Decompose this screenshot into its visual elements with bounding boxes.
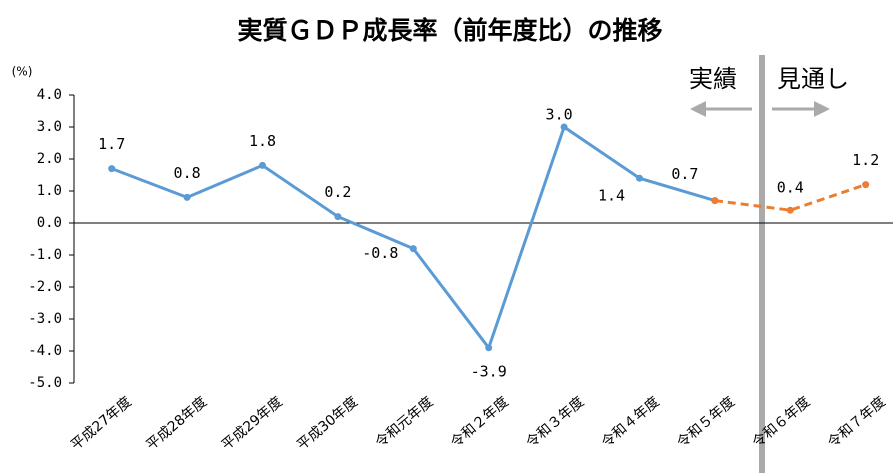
x-tick-label: 平成30年度 — [294, 394, 361, 454]
x-tick-label: 平成28年度 — [143, 394, 210, 454]
y-tick-label: -2.0 — [28, 279, 62, 295]
y-tick-label: 4.0 — [37, 87, 62, 103]
chart-title: 実質ＧＤＰ成長率（前年度比）の推移 — [237, 16, 662, 45]
y-tick-label: -4.0 — [28, 343, 62, 359]
point — [108, 165, 116, 173]
data-label: 1.4 — [598, 187, 625, 205]
y-tick-label: -1.0 — [28, 247, 62, 263]
point — [786, 206, 794, 214]
annotation: 見通し — [777, 65, 849, 93]
data-label: 3.0 — [546, 106, 573, 124]
point — [183, 193, 191, 201]
arrow-head — [814, 101, 830, 117]
point — [409, 245, 417, 253]
point — [711, 197, 719, 205]
x-tick-label: 令和２年度 — [448, 394, 512, 451]
x-tick-label: 令和７年度 — [825, 394, 889, 451]
data-label: 1.8 — [249, 132, 276, 150]
annotation: 実績 — [689, 65, 737, 93]
x-tick-label: 令和元年度 — [373, 394, 437, 451]
y-axis-label: (%) — [12, 65, 33, 79]
y-tick-label: 1.0 — [37, 183, 62, 199]
data-label: 1.7 — [98, 135, 125, 153]
point — [636, 174, 643, 182]
point — [485, 344, 493, 352]
y-tick-label: 2.0 — [37, 151, 62, 167]
x-tick-label: 平成27年度 — [68, 394, 135, 454]
point — [259, 161, 266, 169]
x-tick-label: 令和３年度 — [523, 394, 587, 451]
arrow-head — [690, 101, 706, 117]
y-tick-label: 0.0 — [37, 215, 62, 231]
y-tick-label: 3.0 — [37, 119, 62, 135]
point — [862, 181, 870, 189]
x-tick-label: 平成29年度 — [219, 394, 286, 454]
point — [560, 123, 568, 131]
x-tick-label: 令和５年度 — [674, 394, 738, 451]
data-label: 0.7 — [671, 165, 698, 183]
data-label: 0.4 — [777, 179, 804, 197]
data-label: 0.2 — [324, 183, 351, 201]
data-label: -3.9 — [471, 362, 507, 380]
y-tick-label: -5.0 — [28, 375, 62, 391]
data-label: -0.8 — [362, 244, 398, 262]
data-label: 1.2 — [852, 151, 879, 169]
series-line — [111, 124, 716, 351]
point — [334, 213, 342, 221]
data-label: 0.8 — [174, 164, 201, 182]
x-tick-label: 令和４年度 — [599, 394, 663, 451]
y-tick-label: -3.0 — [28, 311, 62, 327]
